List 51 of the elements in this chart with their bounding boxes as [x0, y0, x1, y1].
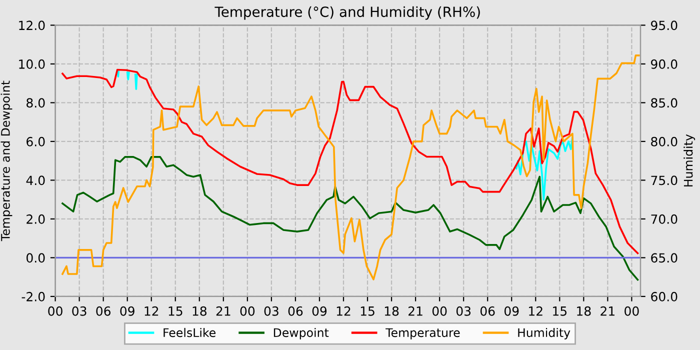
x-tick-label: 12 — [336, 306, 350, 316]
x-tick-label: 18 — [577, 306, 591, 316]
x-tick-label: 09 — [312, 306, 327, 316]
y2-tick-label: 60.0 — [651, 292, 678, 302]
y-tick-label: 6.0 — [26, 136, 45, 146]
x-tick-label: 09 — [120, 306, 134, 316]
x-tick-label: 21 — [600, 306, 614, 316]
x-tick-label: 21 — [408, 306, 422, 316]
x-tick-label: 03 — [264, 306, 278, 316]
y-tick-label: 4.0 — [26, 176, 45, 186]
x-tick-label: 09 — [504, 306, 519, 316]
x-tick-label: 12 — [144, 306, 158, 316]
x-tick-label: 15 — [168, 306, 182, 316]
x-tick-label: 21 — [216, 306, 230, 316]
x-tick-label: 15 — [553, 306, 567, 316]
chart-title: Temperature (°C) and Humidity (RH%) — [214, 6, 480, 20]
y-tick-label: 0.0 — [26, 253, 45, 263]
x-tick-label: 06 — [480, 306, 495, 316]
x-tick-label: 18 — [192, 306, 206, 316]
legend-label: FeelsLike — [164, 328, 216, 338]
y2-tick-label: 70.0 — [651, 214, 678, 224]
x-tick-label: 06 — [288, 306, 303, 316]
line-series — [62, 68, 639, 254]
x-tick-label: 00 — [48, 306, 62, 316]
y-axis-title: Temperature and Dewpoint — [0, 80, 12, 242]
y-tick-label: -2.0 — [22, 292, 45, 302]
y2-tick-label: 90.0 — [651, 59, 678, 69]
x-tick-label: 00 — [624, 306, 639, 316]
x-tick-label: 12 — [529, 306, 542, 316]
legend-label: Humidity — [518, 328, 570, 340]
y-tick-label: 2.0 — [26, 214, 45, 224]
y2-axis-title: Humidity — [684, 134, 696, 186]
x-tick-label: 06 — [96, 306, 110, 316]
legend-label: Dewpoint — [274, 328, 329, 340]
y-tick-label: 10.0 — [19, 59, 45, 69]
x-tick-label: 18 — [384, 306, 399, 316]
y-tick-label: 12.0 — [19, 20, 45, 30]
y2-tick-label: 80.0 — [651, 136, 678, 146]
legend-label: Temperature — [386, 328, 460, 340]
x-tick-label: 15 — [360, 306, 374, 316]
y-tick-label: 8.0 — [26, 98, 45, 108]
line-series — [62, 156, 639, 281]
x-tick-label: 03 — [456, 306, 471, 316]
x-tick-label: 00 — [432, 306, 447, 316]
line-series — [62, 54, 640, 280]
y2-tick-label: 65.0 — [651, 253, 678, 263]
y2-tick-label: 85.0 — [651, 98, 678, 108]
x-tick-label: 00 — [240, 306, 255, 316]
y2-tick-label: 95.0 — [651, 20, 678, 30]
y2-tick-label: 75.0 — [651, 176, 678, 186]
x-tick-label: 03 — [72, 306, 86, 316]
